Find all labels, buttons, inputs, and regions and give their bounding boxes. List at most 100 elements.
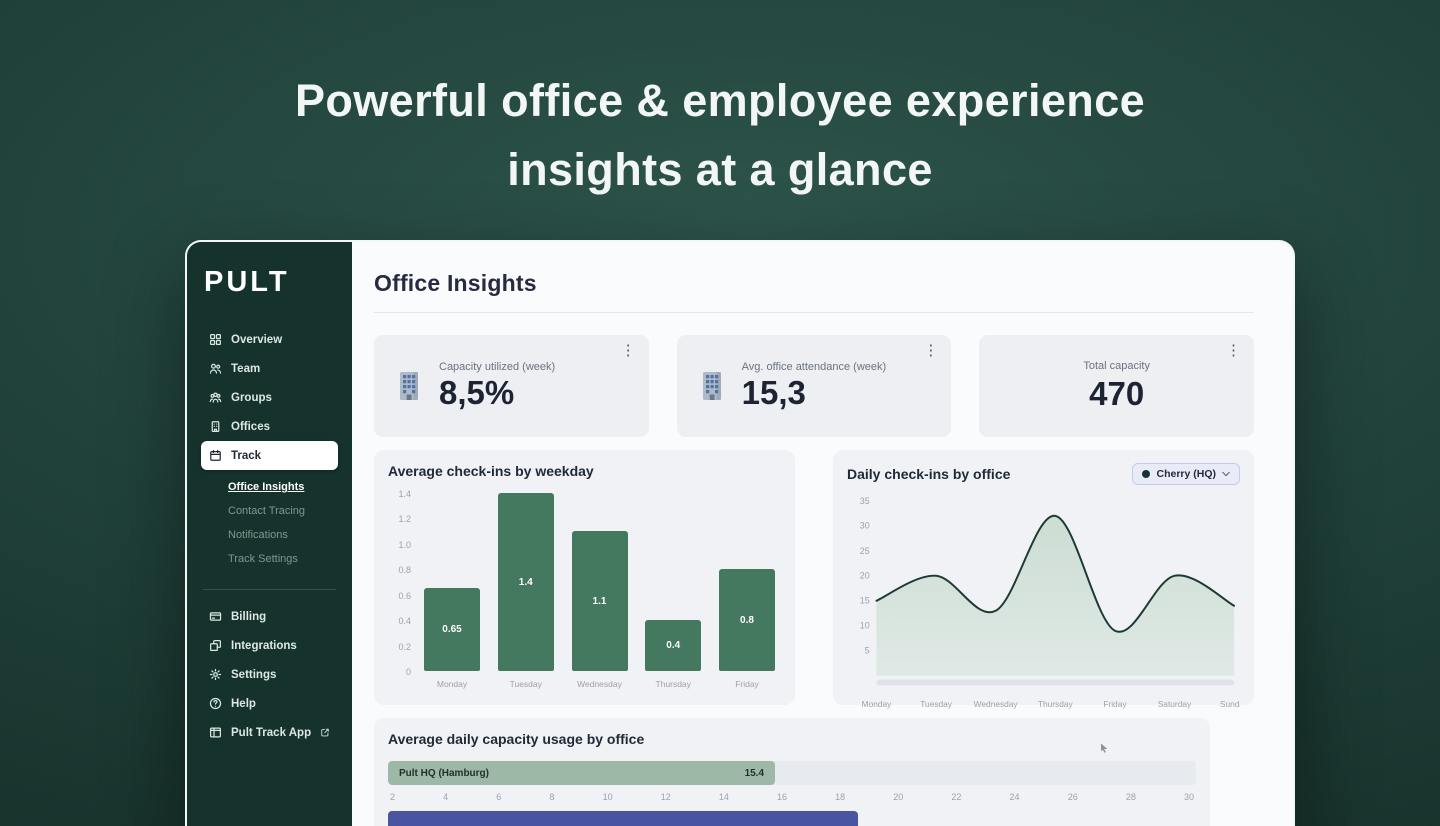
sidebar-item-billing[interactable]: Billing (201, 602, 338, 631)
y-axis-tick: 0.2 (398, 641, 411, 652)
y-axis-tick: 1.0 (398, 539, 411, 550)
x-axis-tick: Tuesday (509, 679, 542, 689)
sidebar-item-groups[interactable]: Groups (201, 383, 338, 412)
x-axis-tick: 8 (549, 792, 555, 802)
x-axis-tick: Wednesday (577, 679, 622, 689)
sidebar-item-label: Integrations (231, 639, 297, 652)
bar-value-label: 0.8 (740, 614, 754, 626)
x-axis-tick: Monday (862, 699, 893, 709)
daily-checkins-chart-card: Daily check-ins by office Cherry (HQ) 5 1… (833, 450, 1254, 709)
integrations-icon (210, 640, 221, 651)
office-select-dropdown[interactable]: Cherry (HQ) (1132, 463, 1240, 485)
y-axis-tick: 25 (860, 546, 870, 556)
office-color-dot (1142, 470, 1151, 478)
title-divider (374, 312, 1254, 313)
y-axis-tick: 15 (860, 596, 870, 606)
x-axis-tick: 4 (443, 792, 449, 802)
sidebar-subitem-track-settings[interactable]: Track Settings (228, 553, 298, 565)
sidebar-subitem-notifications[interactable]: Notifications (228, 529, 288, 541)
stat-value: 470 (1089, 375, 1145, 413)
cursor-icon (1101, 743, 1108, 753)
bar-value-label: 1.4 (518, 576, 533, 588)
sidebar-item-label: Billing (231, 610, 267, 623)
stat-card-avg-attendance: Avg. office attendance (week) 15,3 ⋮ (676, 335, 952, 437)
x-axis: 2 4 6 8 10 12 14 16 18 20 22 24 26 28 30 (388, 792, 1196, 802)
sidebar-item-settings[interactable]: Settings (201, 660, 338, 689)
x-axis-tick: 20 (893, 792, 904, 802)
area-chart-svg: 5 10 15 20 25 30 35 Monday Tuesday Wednesday Thurs… (860, 496, 1249, 709)
kebab-menu-icon[interactable]: ⋮ (1226, 342, 1242, 359)
sidebar-item-overview[interactable]: Overview (201, 325, 338, 354)
x-axis-tick: 16 (776, 792, 787, 802)
x-axis: Monday Tuesday Wednesday Thursday Friday (418, 679, 781, 689)
kebab-menu-icon[interactable]: ⋮ (923, 342, 939, 359)
sidebar-item-label: Offices (231, 420, 270, 433)
team-icon (209, 363, 222, 374)
page-title: Office Insights (374, 270, 537, 296)
stat-card-row: Capacity utilized (week) 8,5% ⋮ Avg. off… (374, 335, 1255, 437)
sidebar-item-track[interactable]: Track (201, 441, 338, 470)
x-axis-tick: Monday (436, 679, 468, 689)
x-axis-tick: 22 (951, 792, 962, 802)
y-axis-tick: 1.4 (398, 489, 411, 499)
sidebar-subitem-contact-tracing[interactable]: Contact Tracing (228, 505, 306, 517)
y-axis-tick: 0.4 (398, 616, 411, 627)
x-axis-tick: Wednesday (974, 699, 1019, 709)
y-axis-tick: 0.8 (398, 565, 411, 576)
grid-icon (210, 334, 221, 345)
capacity-bar-track: Pult HQ (Hamburg) 15.4 (388, 761, 1196, 785)
x-axis-tick: Tuesday (920, 699, 953, 709)
bar-value-label: 0.65 (442, 624, 462, 636)
x-axis-tick: 18 (835, 792, 846, 802)
main-content: Office Insights Capacity utilized (week)… (352, 242, 1293, 826)
bar-value-label: 0.4 (666, 640, 681, 652)
bar: 1.4 (497, 493, 554, 671)
area-line (875, 514, 1236, 633)
x-axis-tick: 24 (1009, 792, 1020, 802)
hero-line-1: Powerful office & employee experience (294, 75, 1146, 126)
capacity-bar-partial (388, 811, 859, 826)
external-link-icon (321, 728, 329, 737)
stat-label: Avg. office attendance (week) (741, 361, 887, 374)
sidebar-item-integrations[interactable]: Integrations (201, 631, 338, 660)
x-axis-tick: 26 (1067, 792, 1078, 802)
sidebar-item-help[interactable]: Help (201, 689, 338, 718)
sidebar-item-team[interactable]: Team (201, 354, 338, 383)
chart-title: Average check-ins by weekday (388, 463, 594, 479)
sidebar-item-label: Track (231, 449, 262, 462)
chart-title: Average daily capacity usage by office (388, 731, 645, 747)
help-icon (209, 697, 222, 710)
y-axis-tick: 30 (860, 521, 870, 531)
x-axis-tick: Sunday (1220, 699, 1240, 709)
hero-title: Powerful office & employee experience in… (0, 0, 1440, 204)
sidebar-item-label: Settings (231, 668, 277, 681)
sidebar-item-pult-track-app[interactable]: Pult Track App (201, 718, 338, 747)
stat-label: Capacity utilized (week) (439, 361, 556, 374)
app-window-icon (210, 727, 221, 738)
x-axis-tick: 28 (1125, 792, 1136, 802)
kebab-menu-icon[interactable]: ⋮ (620, 342, 636, 359)
capacity-bar: Pult HQ (Hamburg) 15.4 (388, 761, 776, 785)
groups-icon (209, 392, 222, 403)
y-axis-tick: 0.6 (398, 590, 411, 601)
y-axis-tick: 1.2 (398, 514, 411, 525)
bar-plot-area: 0.65 1.4 1.1 0.4 0.8 (418, 493, 781, 671)
x-axis-tick: Friday (735, 679, 759, 689)
x-axis-tick: 14 (718, 792, 729, 802)
x-axis-tick: Thursday (1038, 699, 1074, 709)
y-axis-tick: 10 (860, 621, 870, 631)
capacity-usage-bar-chart: Pult HQ (Hamburg) 15.4 2 4 6 8 10 12 14 16 18 20 22 2… (388, 761, 1196, 826)
sidebar-item-label: Groups (231, 391, 272, 404)
bar: 0.8 (719, 569, 775, 671)
y-axis-tick: 35 (860, 496, 870, 506)
office-building-icon (702, 372, 721, 400)
hero-line-2: insights at a glance (507, 144, 933, 195)
sidebar-subitem-office-insights[interactable]: Office Insights (228, 481, 305, 493)
weekday-checkins-chart-card: Average check-ins by weekday 0 0.2 0.4 0.6 0… (374, 450, 795, 705)
x-axis-tick: 6 (496, 792, 502, 802)
dashboard-window: PULT Overview Team Groups Offices Track … (185, 240, 1295, 826)
x-axis-tick: 2 (390, 792, 396, 802)
x-axis-baseline (876, 679, 1235, 686)
weekday-bar-chart: 0 0.2 0.4 0.6 0.8 1.0 1.2 1.4 0.65 1.4 1.1 0.4 0.8 Mo… (388, 489, 781, 689)
sidebar-item-offices[interactable]: Offices (201, 412, 338, 441)
